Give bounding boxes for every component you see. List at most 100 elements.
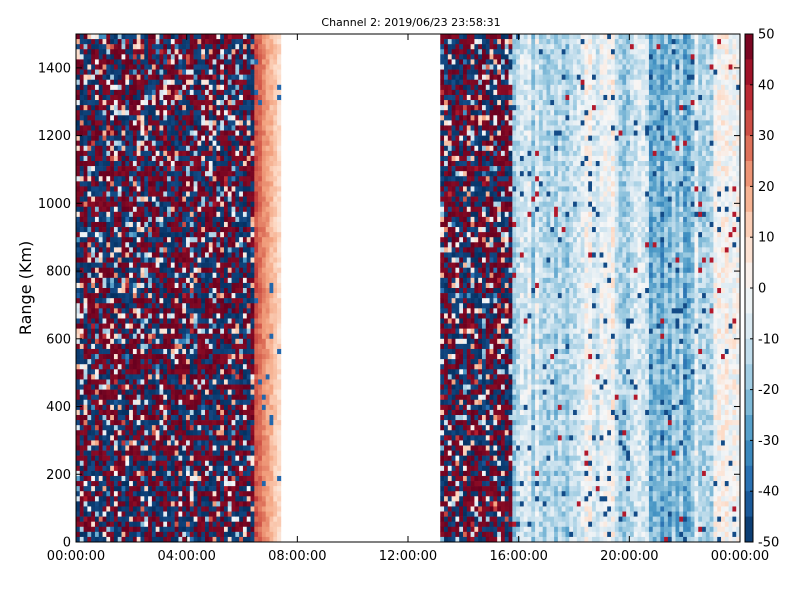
heatmap-cell — [197, 475, 202, 482]
heatmap-cell — [129, 486, 134, 492]
heatmap-cell — [254, 166, 259, 172]
heatmap-cell — [193, 450, 198, 456]
heatmap-cell — [76, 100, 81, 106]
heatmap-cell — [186, 415, 191, 421]
heatmap-cell — [197, 338, 202, 345]
heatmap-cell — [144, 293, 149, 299]
heatmap-cell — [208, 440, 213, 446]
heatmap-cell — [98, 318, 103, 324]
heatmap-cell — [76, 155, 81, 162]
heatmap-cell — [113, 460, 119, 467]
heatmap-cell — [250, 125, 255, 131]
heatmap-cell — [151, 155, 156, 162]
heatmap-cell — [239, 267, 244, 274]
heatmap-cell — [151, 59, 156, 65]
heatmap-cell — [186, 120, 191, 126]
heatmap-cell — [159, 145, 164, 152]
heatmap-cell — [76, 105, 81, 111]
heatmap-cell — [182, 506, 187, 512]
heatmap-cell — [246, 455, 251, 462]
heatmap-cell — [117, 84, 122, 91]
heatmap-cell — [102, 409, 107, 416]
heatmap-cell — [79, 125, 84, 131]
heatmap-cell — [91, 120, 96, 126]
heatmap-cell — [212, 105, 217, 111]
heatmap-cell — [87, 227, 92, 233]
heatmap-cell — [242, 110, 248, 116]
heatmap-cell — [117, 267, 122, 274]
heatmap-cell — [178, 166, 183, 172]
heatmap-cell — [132, 211, 137, 218]
heatmap-cell — [239, 150, 244, 157]
heatmap-cell — [129, 303, 134, 309]
heatmap-cell — [193, 79, 198, 86]
heatmap-cell — [250, 303, 255, 309]
heatmap-cell — [132, 74, 137, 81]
heatmap-cell — [235, 481, 240, 487]
heatmap-cell — [94, 176, 100, 182]
heatmap-cell — [91, 140, 96, 147]
heatmap-cell — [113, 34, 119, 40]
heatmap-cell — [159, 511, 164, 517]
heatmap-cell — [254, 176, 259, 182]
heatmap-cell — [155, 191, 160, 197]
heatmap-cell — [246, 94, 251, 101]
heatmap-cell — [87, 69, 92, 75]
heatmap-cell — [140, 105, 145, 111]
heatmap-cell — [91, 374, 96, 380]
heatmap-cell — [197, 455, 202, 462]
heatmap-cell — [113, 201, 119, 208]
heatmap-cell — [186, 74, 191, 81]
heatmap-cell — [227, 100, 232, 106]
heatmap-cell — [193, 166, 198, 172]
heatmap-cell — [91, 262, 96, 268]
heatmap-cell — [174, 135, 179, 141]
heatmap-cell — [170, 328, 175, 335]
heatmap-cell — [91, 420, 96, 426]
heatmap-cell — [83, 516, 88, 522]
heatmap-cell — [83, 506, 88, 512]
heatmap-cell — [189, 354, 194, 360]
heatmap-cell — [205, 100, 210, 106]
heatmap-cell — [250, 333, 255, 340]
heatmap-cell — [178, 359, 183, 365]
heatmap-cell — [170, 227, 175, 233]
heatmap-cell — [121, 110, 126, 116]
heatmap-cell — [136, 303, 141, 309]
heatmap-cell — [246, 536, 251, 543]
heatmap-cell — [167, 257, 172, 263]
heatmap-cell — [235, 374, 240, 380]
heatmap-cell — [144, 435, 149, 441]
heatmap-cell — [201, 59, 206, 65]
heatmap-cell — [212, 89, 217, 96]
heatmap-cell — [186, 440, 191, 446]
heatmap-cell — [201, 384, 206, 390]
heatmap-cell — [170, 369, 175, 375]
heatmap-cell — [140, 501, 145, 507]
heatmap-cell — [212, 201, 217, 208]
heatmap-cell — [121, 105, 126, 111]
heatmap-cell — [197, 252, 202, 258]
heatmap-cell — [132, 343, 137, 350]
heatmap-cell — [242, 69, 248, 75]
heatmap-cell — [83, 409, 88, 416]
heatmap-cell — [136, 262, 141, 268]
heatmap-cell — [174, 308, 179, 314]
heatmap-cell — [140, 318, 145, 324]
heatmap-cell — [170, 445, 175, 451]
heatmap-cell — [94, 211, 100, 218]
heatmap-cell — [205, 425, 210, 431]
heatmap-cell — [174, 445, 179, 451]
heatmap-cell — [231, 521, 236, 528]
heatmap-cell — [163, 272, 168, 279]
heatmap-cell — [189, 267, 194, 274]
heatmap-cell — [170, 430, 175, 436]
heatmap-cell — [79, 211, 84, 218]
heatmap-cell — [167, 206, 172, 213]
heatmap-cell — [182, 328, 187, 335]
heatmap-cell — [129, 155, 134, 162]
heatmap-cell — [231, 201, 236, 208]
heatmap-cell — [242, 282, 248, 289]
heatmap-cell — [167, 475, 172, 482]
heatmap-cell — [155, 313, 160, 319]
